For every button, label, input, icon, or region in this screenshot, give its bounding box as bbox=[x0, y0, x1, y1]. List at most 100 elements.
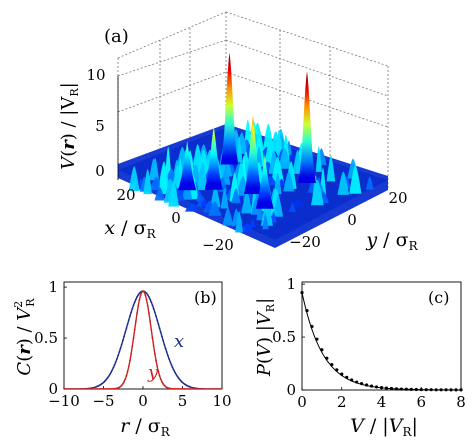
data-point bbox=[364, 383, 369, 387]
z-axis: 0 5 10 bbox=[86, 66, 119, 180]
series-y-point bbox=[138, 298, 141, 301]
series-y-point bbox=[189, 388, 192, 389]
series-x-point bbox=[116, 357, 118, 360]
series-x-point bbox=[126, 323, 129, 326]
y-axis-label: y / σR bbox=[365, 229, 418, 253]
surface-bump bbox=[349, 165, 362, 194]
surface-bump bbox=[231, 188, 241, 204]
z-tick-5: 5 bbox=[95, 117, 105, 135]
series-x-point bbox=[163, 343, 166, 346]
y-tick-label: 0 bbox=[286, 381, 296, 399]
series-y-point bbox=[137, 305, 140, 307]
z-tick-10: 10 bbox=[86, 66, 105, 84]
surface-peak bbox=[178, 141, 197, 191]
surface-bump bbox=[268, 131, 283, 159]
svg-text:C(r) / V2R: C(r) / V2R bbox=[12, 298, 37, 376]
surface-bump bbox=[256, 203, 264, 221]
series-x-point bbox=[118, 351, 121, 353]
data-point bbox=[439, 388, 443, 392]
z-axis-label: V(r) / |VR| bbox=[58, 82, 81, 170]
surface-bump bbox=[143, 169, 152, 195]
data-point bbox=[404, 387, 408, 391]
y-tick-label: 1 bbox=[48, 278, 58, 296]
panel-c-distribution-plot: 0 2 4 6 8 0 0.5 1 (c) V / |VR| P(V) |VR| bbox=[254, 275, 466, 439]
series-x-point bbox=[177, 377, 180, 379]
x-tick-label: 6 bbox=[416, 393, 426, 411]
surface-bump bbox=[241, 192, 253, 214]
series-x-point bbox=[148, 296, 150, 298]
peak-shape bbox=[220, 52, 239, 165]
series-y-point bbox=[124, 378, 127, 381]
peak-shape bbox=[255, 154, 274, 209]
series-x-point bbox=[132, 304, 135, 307]
series-x-point bbox=[136, 296, 138, 298]
series-x-point bbox=[171, 366, 174, 369]
surface-bump bbox=[165, 146, 172, 178]
series-y-point bbox=[159, 378, 162, 381]
surface-bump bbox=[326, 155, 336, 182]
y-tick-minus20: −20 bbox=[289, 233, 321, 251]
series-x-point bbox=[159, 331, 162, 334]
x-tick-0: 0 bbox=[171, 209, 181, 227]
data-point bbox=[350, 378, 354, 382]
series-y-point bbox=[157, 370, 160, 373]
data-point bbox=[389, 386, 394, 391]
series-x-point bbox=[110, 371, 112, 374]
series-x-point bbox=[137, 294, 140, 296]
data-point bbox=[429, 388, 433, 392]
surface-bump bbox=[181, 181, 193, 200]
series-y-point bbox=[121, 382, 124, 385]
series-x-point bbox=[170, 364, 173, 366]
series-x-point bbox=[169, 361, 172, 363]
series-x-point bbox=[124, 331, 127, 334]
series-x-point bbox=[150, 301, 153, 304]
series-y-label: y bbox=[147, 362, 159, 383]
series-x-point bbox=[105, 378, 108, 381]
data-point bbox=[454, 388, 458, 392]
surface-bump bbox=[262, 213, 269, 230]
x-tick-20: 20 bbox=[116, 186, 135, 204]
x-tick-label: −10 bbox=[48, 392, 80, 410]
y-tick-label: 1 bbox=[286, 275, 296, 293]
series-x-point bbox=[117, 354, 120, 357]
surface-bump bbox=[184, 203, 199, 212]
series-x-point bbox=[157, 323, 160, 326]
surface-peak bbox=[255, 154, 274, 209]
series-y-point bbox=[133, 328, 136, 331]
data-point bbox=[394, 387, 399, 391]
series-x-point bbox=[104, 380, 106, 382]
series-x-point bbox=[161, 335, 163, 338]
series-x-point bbox=[153, 311, 156, 314]
series-x-point bbox=[181, 381, 184, 383]
data-point bbox=[325, 356, 329, 360]
svg-text:V(r) / |VR|: V(r) / |VR| bbox=[58, 82, 81, 170]
panel-b-correlation-plot: −10 −5 0 5 10 0 0.5 1 (b) x y r / σR C(r) / V2R bbox=[12, 278, 232, 439]
panel-b-label: (b) bbox=[194, 288, 217, 307]
panel-b-xlabel: r / σR bbox=[120, 415, 171, 439]
series-x-point bbox=[180, 380, 182, 382]
surface-bump bbox=[236, 136, 243, 163]
surface-peak bbox=[220, 52, 239, 165]
surface-bump bbox=[310, 179, 324, 206]
series-x-point bbox=[162, 339, 165, 342]
panel-c-markers bbox=[300, 290, 463, 392]
surface-peaks bbox=[178, 52, 316, 209]
series-x-point bbox=[121, 339, 124, 342]
surface-bump bbox=[222, 207, 234, 226]
series-y-point bbox=[162, 382, 165, 385]
surface-bump bbox=[273, 195, 283, 217]
series-x-point bbox=[108, 373, 111, 376]
series-y-point bbox=[119, 385, 122, 388]
z-tick-0: 0 bbox=[95, 162, 105, 180]
series-y-point bbox=[163, 384, 166, 387]
data-point bbox=[409, 387, 413, 391]
panel-b-markers bbox=[94, 290, 192, 389]
series-y-point bbox=[142, 290, 144, 293]
surface-bump bbox=[289, 202, 296, 212]
surface-bump bbox=[270, 156, 285, 185]
series-x-point bbox=[138, 292, 141, 295]
series-x-point bbox=[113, 364, 116, 366]
series-x-point bbox=[165, 351, 168, 353]
series-x-point bbox=[189, 386, 192, 388]
panel-c-frame bbox=[301, 281, 462, 391]
